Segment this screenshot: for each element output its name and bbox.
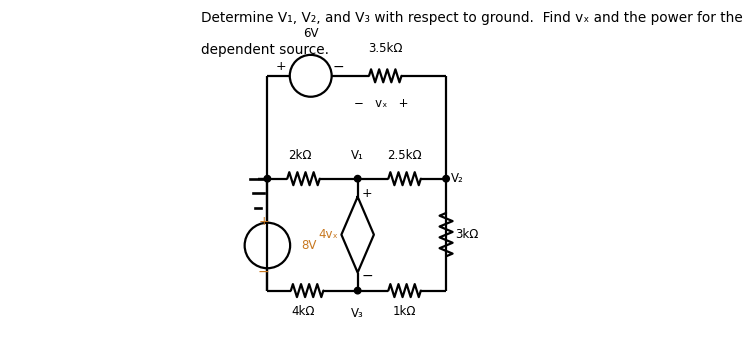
Text: +: +	[276, 60, 286, 73]
Text: 6V: 6V	[303, 27, 319, 40]
Text: +: +	[361, 187, 372, 200]
Text: −   vₓ   +: − vₓ +	[354, 97, 409, 110]
Text: 3kΩ: 3kΩ	[455, 228, 479, 241]
Text: +: +	[258, 215, 269, 228]
Text: dependent source.: dependent source.	[201, 43, 328, 57]
Text: −: −	[361, 269, 373, 283]
Text: V₂: V₂	[451, 172, 463, 185]
Text: 1kΩ: 1kΩ	[393, 305, 416, 318]
Text: −: −	[258, 265, 270, 279]
Text: 2.5kΩ: 2.5kΩ	[387, 149, 422, 162]
Text: 4kΩ: 4kΩ	[291, 305, 316, 318]
Circle shape	[354, 287, 361, 294]
Circle shape	[354, 175, 361, 182]
Circle shape	[264, 175, 270, 182]
Text: V₁: V₁	[351, 149, 364, 162]
Text: 2kΩ: 2kΩ	[288, 149, 312, 162]
Text: −: −	[332, 60, 344, 74]
Text: V₃: V₃	[351, 307, 364, 320]
Text: Determine V₁, V₂, and V₃ with respect to ground.  Find vₓ and the power for the: Determine V₁, V₂, and V₃ with respect to…	[201, 11, 742, 25]
Text: 4vₓ: 4vₓ	[318, 228, 337, 241]
Text: 8V: 8V	[301, 239, 316, 252]
Text: 3.5kΩ: 3.5kΩ	[368, 42, 402, 55]
Circle shape	[443, 175, 449, 182]
